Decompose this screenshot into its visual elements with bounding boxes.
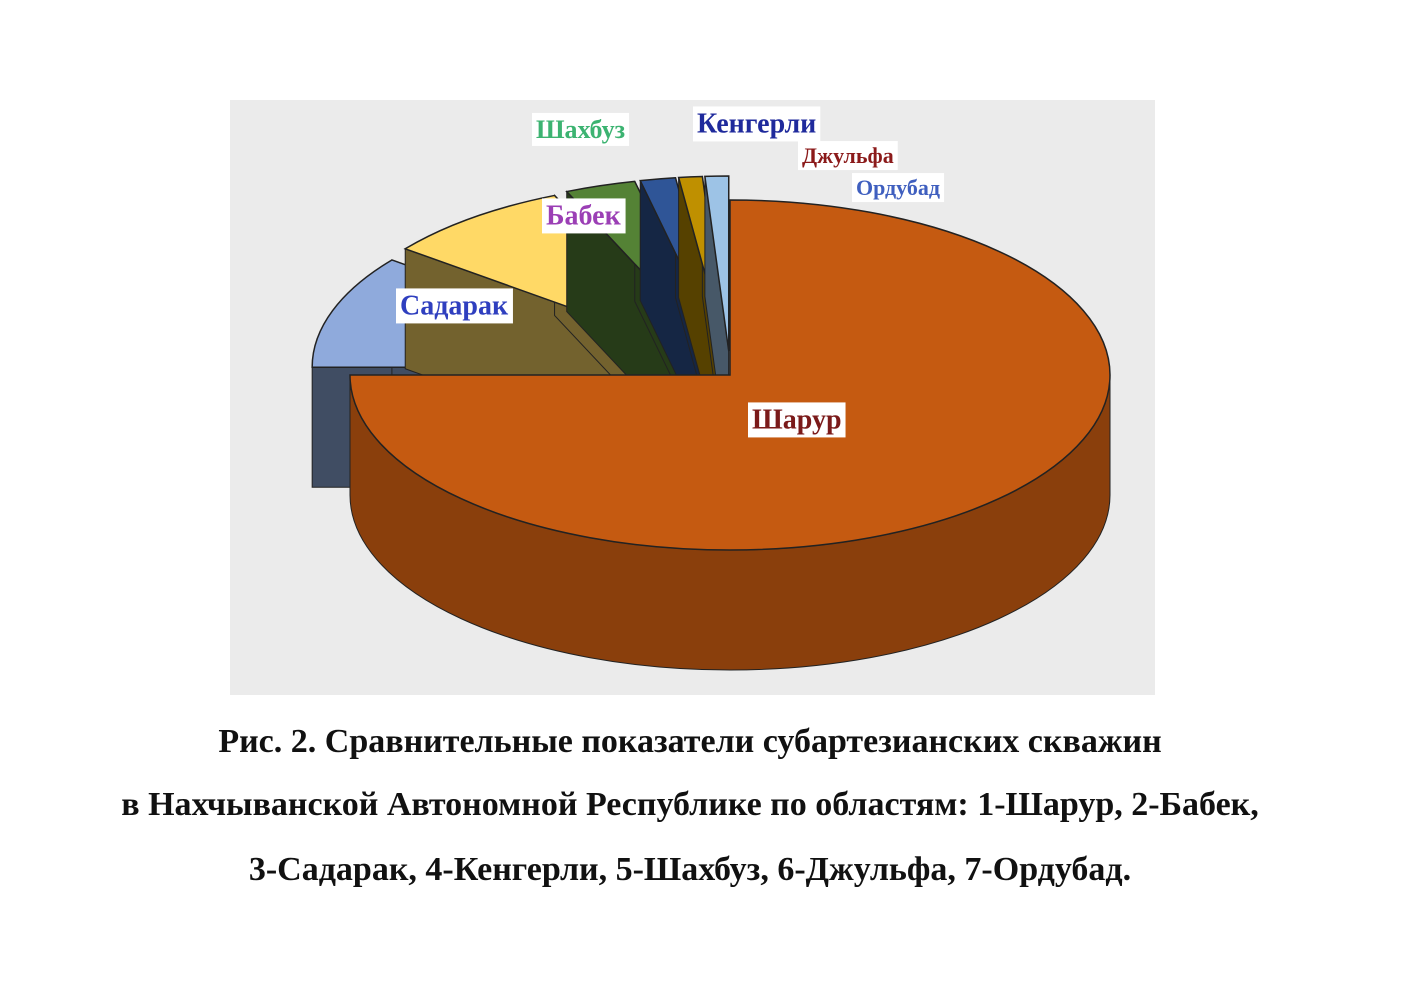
caption-line: Рис. 2. Сравнительные показатели субарте… <box>218 723 1161 760</box>
caption-line: 3-Садарак, 4-Кенгерли, 5-Шахбуз, 6-Джуль… <box>249 851 1131 888</box>
caption-line: в Нахчыванской Автономной Республике по … <box>121 786 1259 823</box>
label-box <box>852 173 945 203</box>
slice-label: Ордубад <box>856 175 940 200</box>
label-box <box>396 288 513 324</box>
slice-label: Садарак <box>400 290 509 321</box>
slice <box>349 199 1111 551</box>
pie: Шарур Садарак Бабек Шахбуз Кенгерли Джульфа Ор… <box>311 106 1111 671</box>
label-box <box>532 112 630 146</box>
slice-label: Шарур <box>752 404 842 435</box>
label-box <box>748 402 846 438</box>
label-box <box>798 141 898 171</box>
slice-label: Джульфа <box>802 143 894 168</box>
slice <box>704 175 730 352</box>
slice-label: Шахбуз <box>536 115 625 144</box>
slice-label: Бабек <box>546 200 622 231</box>
label-box <box>542 198 626 234</box>
label-box <box>693 106 821 142</box>
slice-label: Кенгерли <box>697 108 816 139</box>
